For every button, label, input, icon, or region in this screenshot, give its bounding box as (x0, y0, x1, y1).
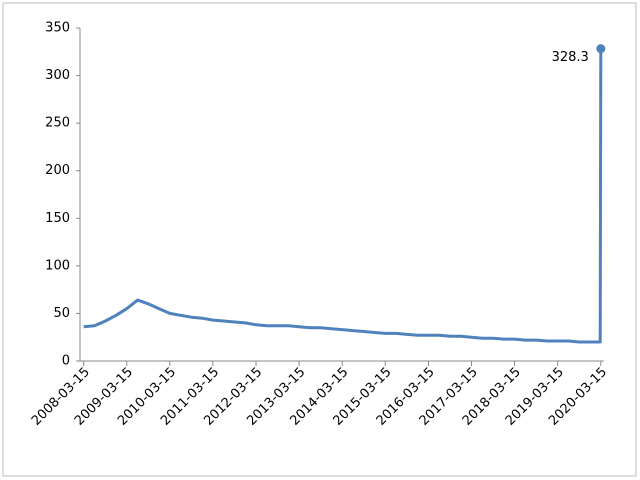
y-tick-label: 300 (45, 68, 70, 83)
y-tick-label: 100 (45, 258, 70, 273)
data-point (596, 44, 606, 54)
y-tick-label: 50 (53, 306, 70, 321)
y-tick-label: 200 (45, 163, 70, 178)
y-tick-label: 150 (45, 211, 70, 226)
y-tick-label: 350 (45, 21, 70, 36)
data-label: 328.3 (552, 50, 589, 65)
y-tick-label: 0 (62, 354, 70, 369)
data-line (83, 48, 603, 344)
y-tick-label: 250 (45, 116, 70, 131)
